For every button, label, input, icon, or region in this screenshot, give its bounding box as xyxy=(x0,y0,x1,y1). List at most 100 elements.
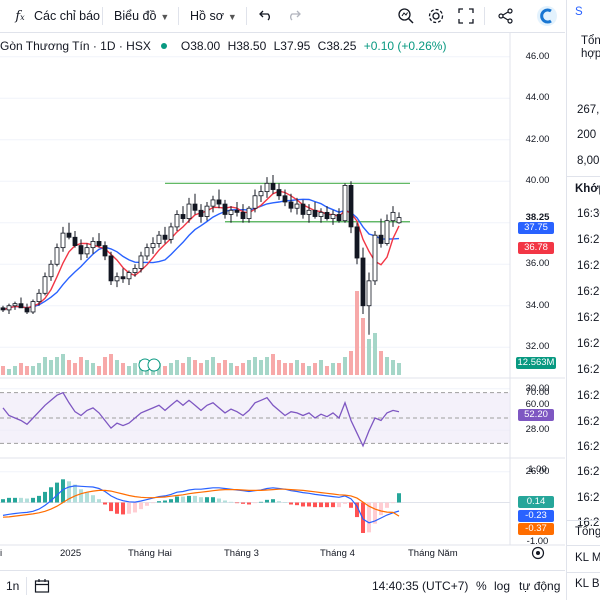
goto-date-icon[interactable] xyxy=(530,545,546,561)
candle-body xyxy=(180,214,186,219)
range-1y-button[interactable]: 1n xyxy=(6,579,20,593)
candle-body xyxy=(372,234,378,282)
volume-bar xyxy=(49,360,53,375)
fullscreen-icon[interactable] xyxy=(456,6,476,26)
quick-search-icon[interactable] xyxy=(396,6,416,26)
percent-scale-button[interactable]: % xyxy=(476,579,487,593)
macd-histogram-bar xyxy=(235,502,239,504)
macd-histogram-bar xyxy=(265,499,269,503)
divider xyxy=(178,7,179,25)
symbol-legend: Gòn Thương Tín · 1D · HSX O38.00 H38.50 L… xyxy=(0,36,446,56)
divider xyxy=(246,7,247,25)
open-value: O38.00 xyxy=(180,39,221,53)
macd-histogram-bar xyxy=(133,502,137,513)
profile-dropdown[interactable]: Hồ sơ ▼ xyxy=(190,0,237,32)
macd-histogram-bar xyxy=(319,502,323,508)
candle-body xyxy=(162,234,168,240)
trade-time: 16:29 xyxy=(577,312,600,324)
chart-type-dropdown[interactable]: Biểu đồ ▼ xyxy=(114,0,169,32)
volume-bar xyxy=(373,333,377,375)
volume-bar xyxy=(283,363,287,375)
top-toolbar: fx Các chỉ báo Biểu đồ ▼ Hồ sơ ▼ xyxy=(0,0,565,33)
candle-body xyxy=(168,226,174,240)
candle-body xyxy=(174,214,180,228)
function-icon[interactable]: fx xyxy=(15,8,25,24)
trade-time: 16:29 xyxy=(577,234,600,246)
candle-body xyxy=(102,245,108,257)
candle-body xyxy=(120,276,126,280)
panel-label: KL M xyxy=(575,552,600,564)
macd-histogram-bar xyxy=(313,502,317,508)
volume-tag: 12.563M xyxy=(516,357,556,369)
macd-histogram-bar xyxy=(121,502,125,515)
volume-bar xyxy=(19,363,23,375)
low-value: L37.95 xyxy=(273,39,311,53)
macd-histogram-tag: 0.14 xyxy=(518,496,554,508)
macd-histogram-bar xyxy=(25,498,29,503)
candle-body xyxy=(222,203,228,215)
divider xyxy=(567,520,600,521)
candle-body xyxy=(66,232,72,238)
candle-body xyxy=(36,292,42,302)
volume-bar xyxy=(121,363,125,375)
divider xyxy=(567,545,600,546)
volume-bar xyxy=(97,366,101,375)
macd-histogram-bar xyxy=(241,502,245,504)
volume-bar xyxy=(169,363,173,375)
macd-histogram-bar xyxy=(91,495,95,503)
volume-bar xyxy=(271,354,275,375)
panel-value: 267, xyxy=(577,104,600,116)
candle-body xyxy=(258,191,264,197)
macd-histogram-bar xyxy=(97,499,101,503)
price-axis-label: 32.00 xyxy=(525,341,550,353)
volume-bar xyxy=(397,363,401,375)
share-icon[interactable] xyxy=(496,6,516,26)
volume-bar xyxy=(253,357,257,375)
macd-line xyxy=(2,485,400,524)
trade-time: 16:29 xyxy=(577,338,600,350)
macd-histogram-bar xyxy=(229,501,233,503)
panel-heading: Khớp xyxy=(575,183,600,195)
divider xyxy=(102,7,103,25)
chevron-down-icon: ▼ xyxy=(227,12,237,22)
candle-body xyxy=(192,203,198,211)
ma-fast-tag: 37.75 xyxy=(518,221,554,234)
volume-bar xyxy=(331,363,335,375)
auto-scale-button[interactable]: tự động xyxy=(519,579,561,593)
signal-line xyxy=(2,488,400,518)
high-value: H38.50 xyxy=(227,39,267,53)
volume-bar xyxy=(31,366,35,375)
macd-histogram-bar xyxy=(169,499,173,503)
order-book-panel: S Tổng hợp 267, 200 8,00 Khớp 16:30 16:2… xyxy=(566,0,600,600)
panel-value: 8,00 xyxy=(577,155,600,167)
macd-histogram-bar xyxy=(67,481,71,503)
macd-histogram-bar xyxy=(103,502,107,505)
candle-body xyxy=(246,207,252,220)
trade-time: 16:29 xyxy=(577,441,600,453)
volume-bar xyxy=(319,360,323,375)
settings-gear-icon[interactable] xyxy=(426,6,446,26)
panel-tab[interactable]: S xyxy=(575,6,583,18)
candle-body xyxy=(72,236,78,246)
divider xyxy=(567,572,600,573)
undo-icon[interactable] xyxy=(256,6,276,26)
symbol-name: Gòn Thương Tín · 1D · HSX xyxy=(0,39,151,53)
indicators-button[interactable]: Các chỉ báo xyxy=(34,0,100,32)
calendar-range-icon[interactable] xyxy=(32,576,52,596)
volume-bar xyxy=(289,363,293,375)
candle-body xyxy=(330,214,336,219)
candle-body xyxy=(324,211,330,219)
volume-bar xyxy=(193,360,197,375)
macd-histogram-bar xyxy=(55,482,59,503)
volume-bar xyxy=(127,366,131,375)
volume-bar xyxy=(181,363,185,375)
clock-time[interactable]: 14:40:35 (UTC+7) xyxy=(372,579,469,593)
price-chart[interactable] xyxy=(0,33,565,570)
candle-body xyxy=(24,307,30,313)
log-scale-button[interactable]: log xyxy=(494,579,511,593)
rsi-line xyxy=(2,391,400,448)
candle-body xyxy=(240,211,246,219)
volume-bar xyxy=(307,366,311,375)
redo-icon[interactable] xyxy=(284,6,304,26)
candle-body xyxy=(84,247,90,255)
